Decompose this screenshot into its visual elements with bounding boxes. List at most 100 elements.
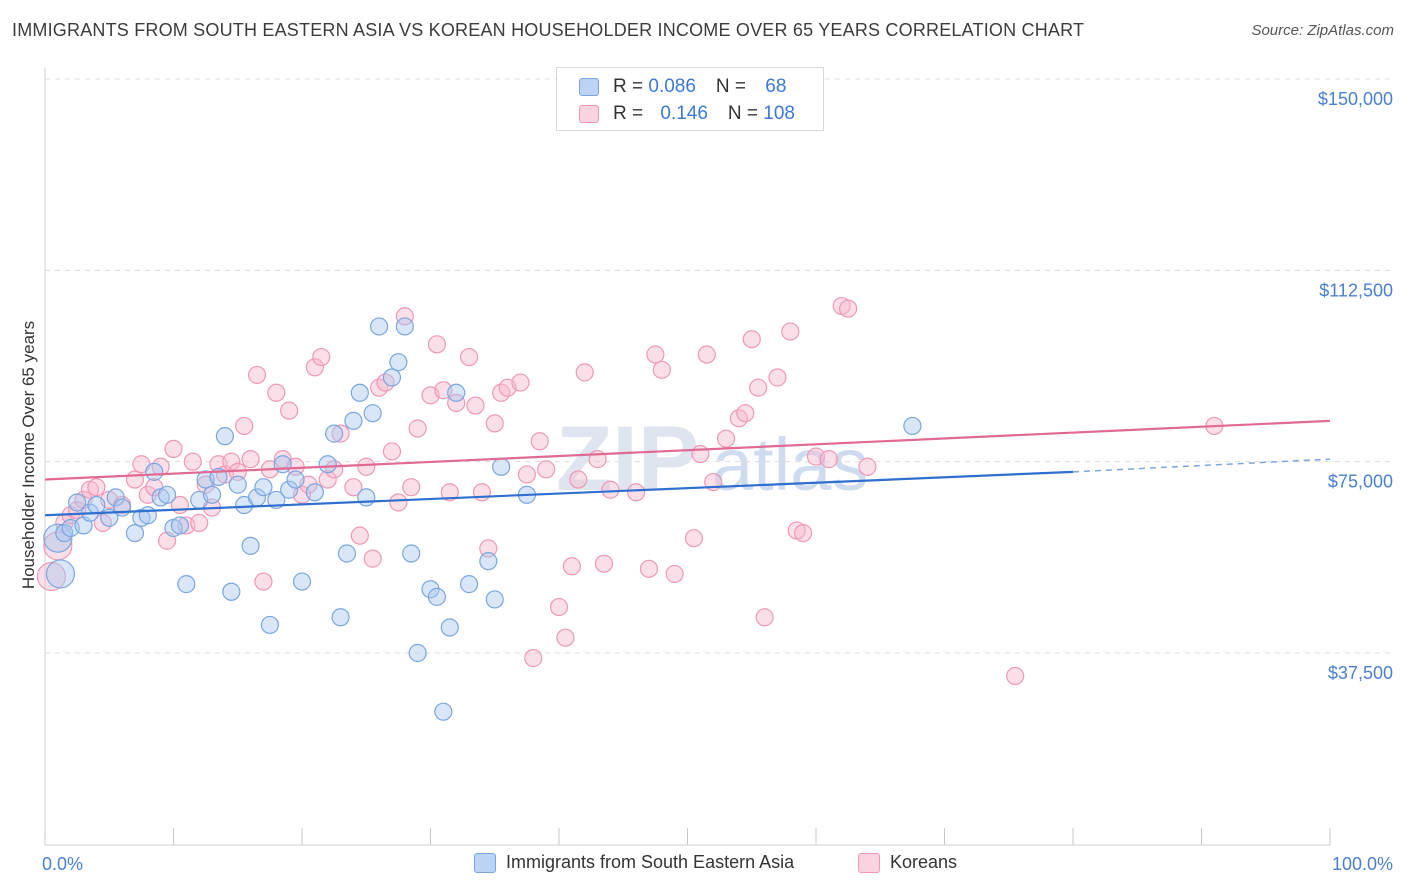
data-point [556, 628, 575, 647]
data-point [45, 559, 76, 589]
data-point [363, 404, 382, 423]
data-point [363, 549, 382, 568]
series-koreans [36, 296, 1224, 686]
series-immigrants-se-asia [43, 317, 922, 721]
data-point [112, 498, 132, 517]
data-point [479, 539, 498, 558]
data-point [652, 360, 671, 379]
data-point [286, 470, 305, 489]
data-point [292, 572, 312, 591]
legend-n-label: N = [727, 103, 764, 124]
data-point [350, 526, 369, 545]
data-point [402, 544, 421, 563]
data-point [447, 393, 466, 413]
legend-row-blue: R = 0.086 N = 68 [579, 75, 786, 99]
data-point [183, 452, 202, 471]
data-point [202, 485, 222, 504]
data-point [524, 649, 543, 668]
x-tick-label-min: 0.0% [42, 854, 83, 874]
y-tick-label: $75,000 [1328, 472, 1393, 492]
data-point [370, 317, 389, 336]
legend-n-label: N = [715, 76, 752, 97]
data-point [145, 462, 164, 481]
data-point [440, 618, 459, 637]
data-point [427, 335, 447, 354]
bottom-legend-label-pink: Koreans [890, 852, 958, 872]
data-point [177, 575, 196, 594]
data-point [511, 373, 530, 392]
chart-title: IMMIGRANTS FROM SOUTH EASTERN ASIA VS KO… [12, 20, 1085, 40]
data-point [260, 615, 279, 635]
data-point [626, 483, 646, 502]
data-point [241, 450, 260, 469]
data-point [594, 554, 614, 573]
data-point [350, 383, 369, 402]
data-point [228, 475, 247, 494]
data-point [665, 564, 684, 584]
data-point [691, 444, 710, 464]
data-point [402, 478, 421, 497]
data-point [697, 345, 716, 364]
data-point [736, 404, 755, 423]
data-point [389, 353, 408, 372]
data-point [267, 490, 286, 510]
source-credit: Source: ZipAtlas.com [1251, 22, 1394, 39]
trend-lines [44, 419, 1331, 517]
data-point [389, 493, 408, 512]
data-point [749, 378, 768, 397]
data-point [125, 523, 145, 543]
data-point [466, 396, 485, 415]
x-tick-label-max: 100.0% [1332, 854, 1393, 874]
legend-r-label: R = [613, 103, 649, 124]
trend-line-immigrants [44, 470, 1074, 517]
data-point [68, 493, 87, 512]
data-point [344, 478, 363, 497]
data-point [434, 702, 453, 721]
data-point [472, 483, 491, 502]
bottom-legend-swatch-pink [858, 852, 880, 873]
data-point [280, 401, 299, 420]
data-point [408, 419, 427, 438]
data-point [903, 416, 922, 436]
data-point [337, 544, 357, 563]
data-point [755, 608, 774, 627]
data-point [382, 368, 402, 387]
data-point [344, 411, 363, 430]
data-point [549, 597, 569, 617]
data-point [716, 429, 736, 448]
x-ticks [44, 828, 1331, 845]
y-tick-label: $37,500 [1328, 663, 1393, 683]
gridlines [45, 78, 1393, 654]
data-point [447, 383, 466, 402]
data-point [164, 439, 183, 459]
data-point [138, 506, 157, 525]
data-point [318, 470, 337, 489]
data-point [440, 483, 459, 502]
legend-n-value: 108 [763, 103, 795, 124]
data-point [254, 572, 273, 591]
legend-n-value: 68 [765, 76, 787, 97]
legend-row-pink: R = 0.146 N = 108 [579, 102, 795, 126]
y-axis-title: Householder Income Over 65 years [19, 321, 38, 589]
data-point [357, 488, 376, 507]
data-point [492, 457, 511, 476]
data-point [537, 460, 556, 479]
data-point [569, 470, 588, 489]
legend-r-value: 0.146 [660, 103, 708, 124]
data-point [280, 480, 299, 499]
legend-swatch-pink [579, 105, 599, 123]
data-point [235, 416, 254, 436]
data-point [768, 368, 787, 387]
data-point [839, 299, 858, 318]
data-point [267, 383, 286, 402]
data-point [254, 478, 273, 497]
correlation-legend: R = 0.086 N = 68 R = 0.146 N = 108 [556, 67, 824, 131]
data-point [459, 575, 479, 594]
data-point [87, 478, 106, 497]
data-point [485, 414, 504, 433]
data-point [646, 345, 665, 364]
y-tick-labels: $37,500 $75,000 $112,500 $150,000 [1318, 89, 1393, 683]
data-point [781, 322, 800, 341]
data-point [157, 485, 177, 504]
data-point [684, 529, 704, 548]
